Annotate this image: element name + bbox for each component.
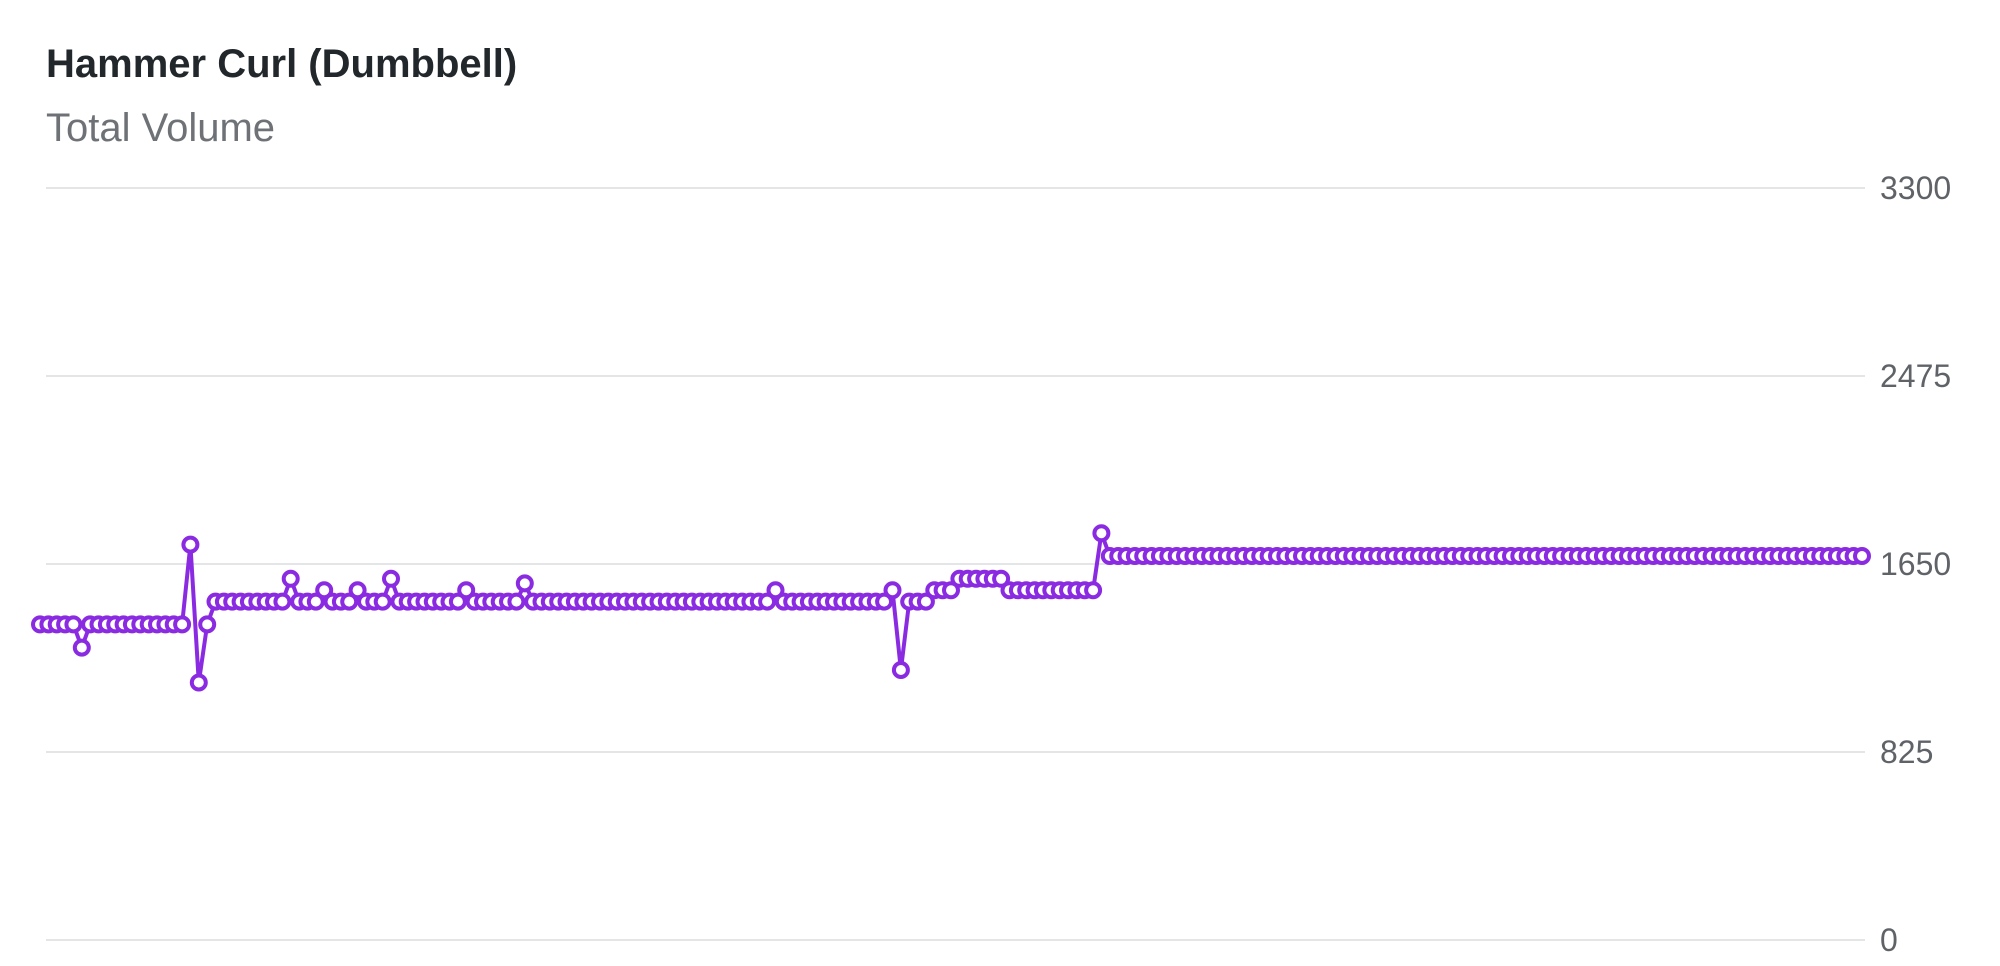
data-point [916,592,935,611]
data-point [189,673,208,692]
data-point [281,569,300,588]
y-tick-label: 2475 [1880,358,1951,394]
y-tick-label: 0 [1880,922,1898,958]
data-point [382,569,400,588]
data-point [448,592,467,611]
data-point [758,592,777,611]
data-point [515,574,534,593]
data-point [1084,581,1103,600]
chart-title: Hammer Curl (Dumbbell) [46,42,518,86]
data-point [198,615,217,634]
data-point [507,592,526,611]
data-point [348,581,367,600]
data-point [273,592,292,611]
y-axis-tick-labels: 0 825 1650 2475 3300 [1880,170,1951,958]
data-point [875,592,894,611]
data-point [766,581,785,600]
data-point [181,535,200,554]
data-point [457,581,476,600]
data-point [306,592,325,611]
y-tick-label: 825 [1880,734,1933,770]
chart-subtitle: Total Volume [46,106,276,150]
data-point [883,581,902,600]
y-tick-label: 3300 [1880,170,1951,206]
data-point [891,661,910,679]
data-point [1853,547,1871,565]
volume-series [31,524,1871,692]
data-point [173,615,192,634]
data-point [72,638,91,657]
y-tick-label: 1650 [1880,546,1951,582]
data-point [1092,524,1111,543]
data-point [992,569,1011,588]
data-point [340,592,359,611]
data-point [64,615,83,634]
data-point [315,581,334,600]
data-point [373,592,392,611]
data-point [942,581,960,600]
